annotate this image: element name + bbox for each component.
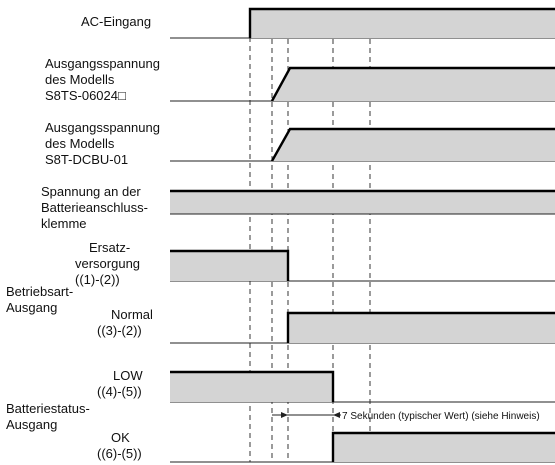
signal-edge <box>270 66 555 102</box>
signal-waveform <box>272 68 555 101</box>
signal-label-backup: Ersatz- versorgung ((1)-(2)) <box>75 240 144 287</box>
signal-waveform <box>250 9 555 38</box>
signal-label-ac-input: AC-Eingang <box>81 14 151 29</box>
signal-low: LOW ((4)-(5)) <box>97 368 555 403</box>
delay-arrowhead-right <box>333 412 340 418</box>
signal-backup: Ersatz- versorgung ((1)-(2)) <box>75 240 555 287</box>
delay-note: 7 Sekunden (typischer Wert) (siehe Hinwe… <box>342 411 540 422</box>
signal-waveform <box>333 433 555 462</box>
signal-waveform <box>272 129 555 161</box>
signal-edge <box>170 249 290 281</box>
signal-label-ok: OK ((6)-(5)) <box>97 430 142 461</box>
signal-label-normal: Normal ((3)-(2)) <box>97 307 157 338</box>
signal-edge <box>331 431 555 462</box>
group-label-operation-mode: Betriebsart- Ausgang <box>6 284 77 315</box>
signal-label-s8t-output: Ausgangsspannung des Modells S8T-DCBU-01 <box>45 120 164 167</box>
delay-arrowhead-left <box>281 412 288 418</box>
signal-ok: OK ((6)-(5)) <box>97 430 555 463</box>
signal-label-low: LOW ((4)-(5)) <box>97 368 146 399</box>
group-label-battery-status: Batteriestatus- Ausgang <box>6 401 93 432</box>
signal-normal: Normal ((3)-(2)) <box>97 307 555 344</box>
signal-battery-terminal: Spannung an der Batterieanschluss- klemm… <box>41 184 555 231</box>
signal-ac-input: AC-Eingang <box>81 7 555 39</box>
signal-waveform <box>170 251 288 281</box>
signal-edge <box>286 311 555 343</box>
signal-edge <box>170 370 335 402</box>
signal-label-s8ts-output: Ausgangsspannung des Modells S8TS-06024□ <box>45 56 164 103</box>
signal-waveform <box>170 191 555 214</box>
signal-waveform <box>170 372 333 402</box>
delay-annotation: 7 Sekunden (typischer Wert) (siehe Hinwe… <box>272 411 540 422</box>
signal-s8ts-output: Ausgangsspannung des Modells S8TS-06024□ <box>45 56 555 103</box>
signal-waveform <box>288 313 555 343</box>
signal-edge <box>248 7 555 38</box>
signal-label-battery-terminal: Spannung an der Batterieanschluss- klemm… <box>41 184 152 231</box>
signal-s8t-output: Ausgangsspannung des Modells S8T-DCBU-01 <box>45 120 555 167</box>
signal-edge <box>270 127 555 162</box>
